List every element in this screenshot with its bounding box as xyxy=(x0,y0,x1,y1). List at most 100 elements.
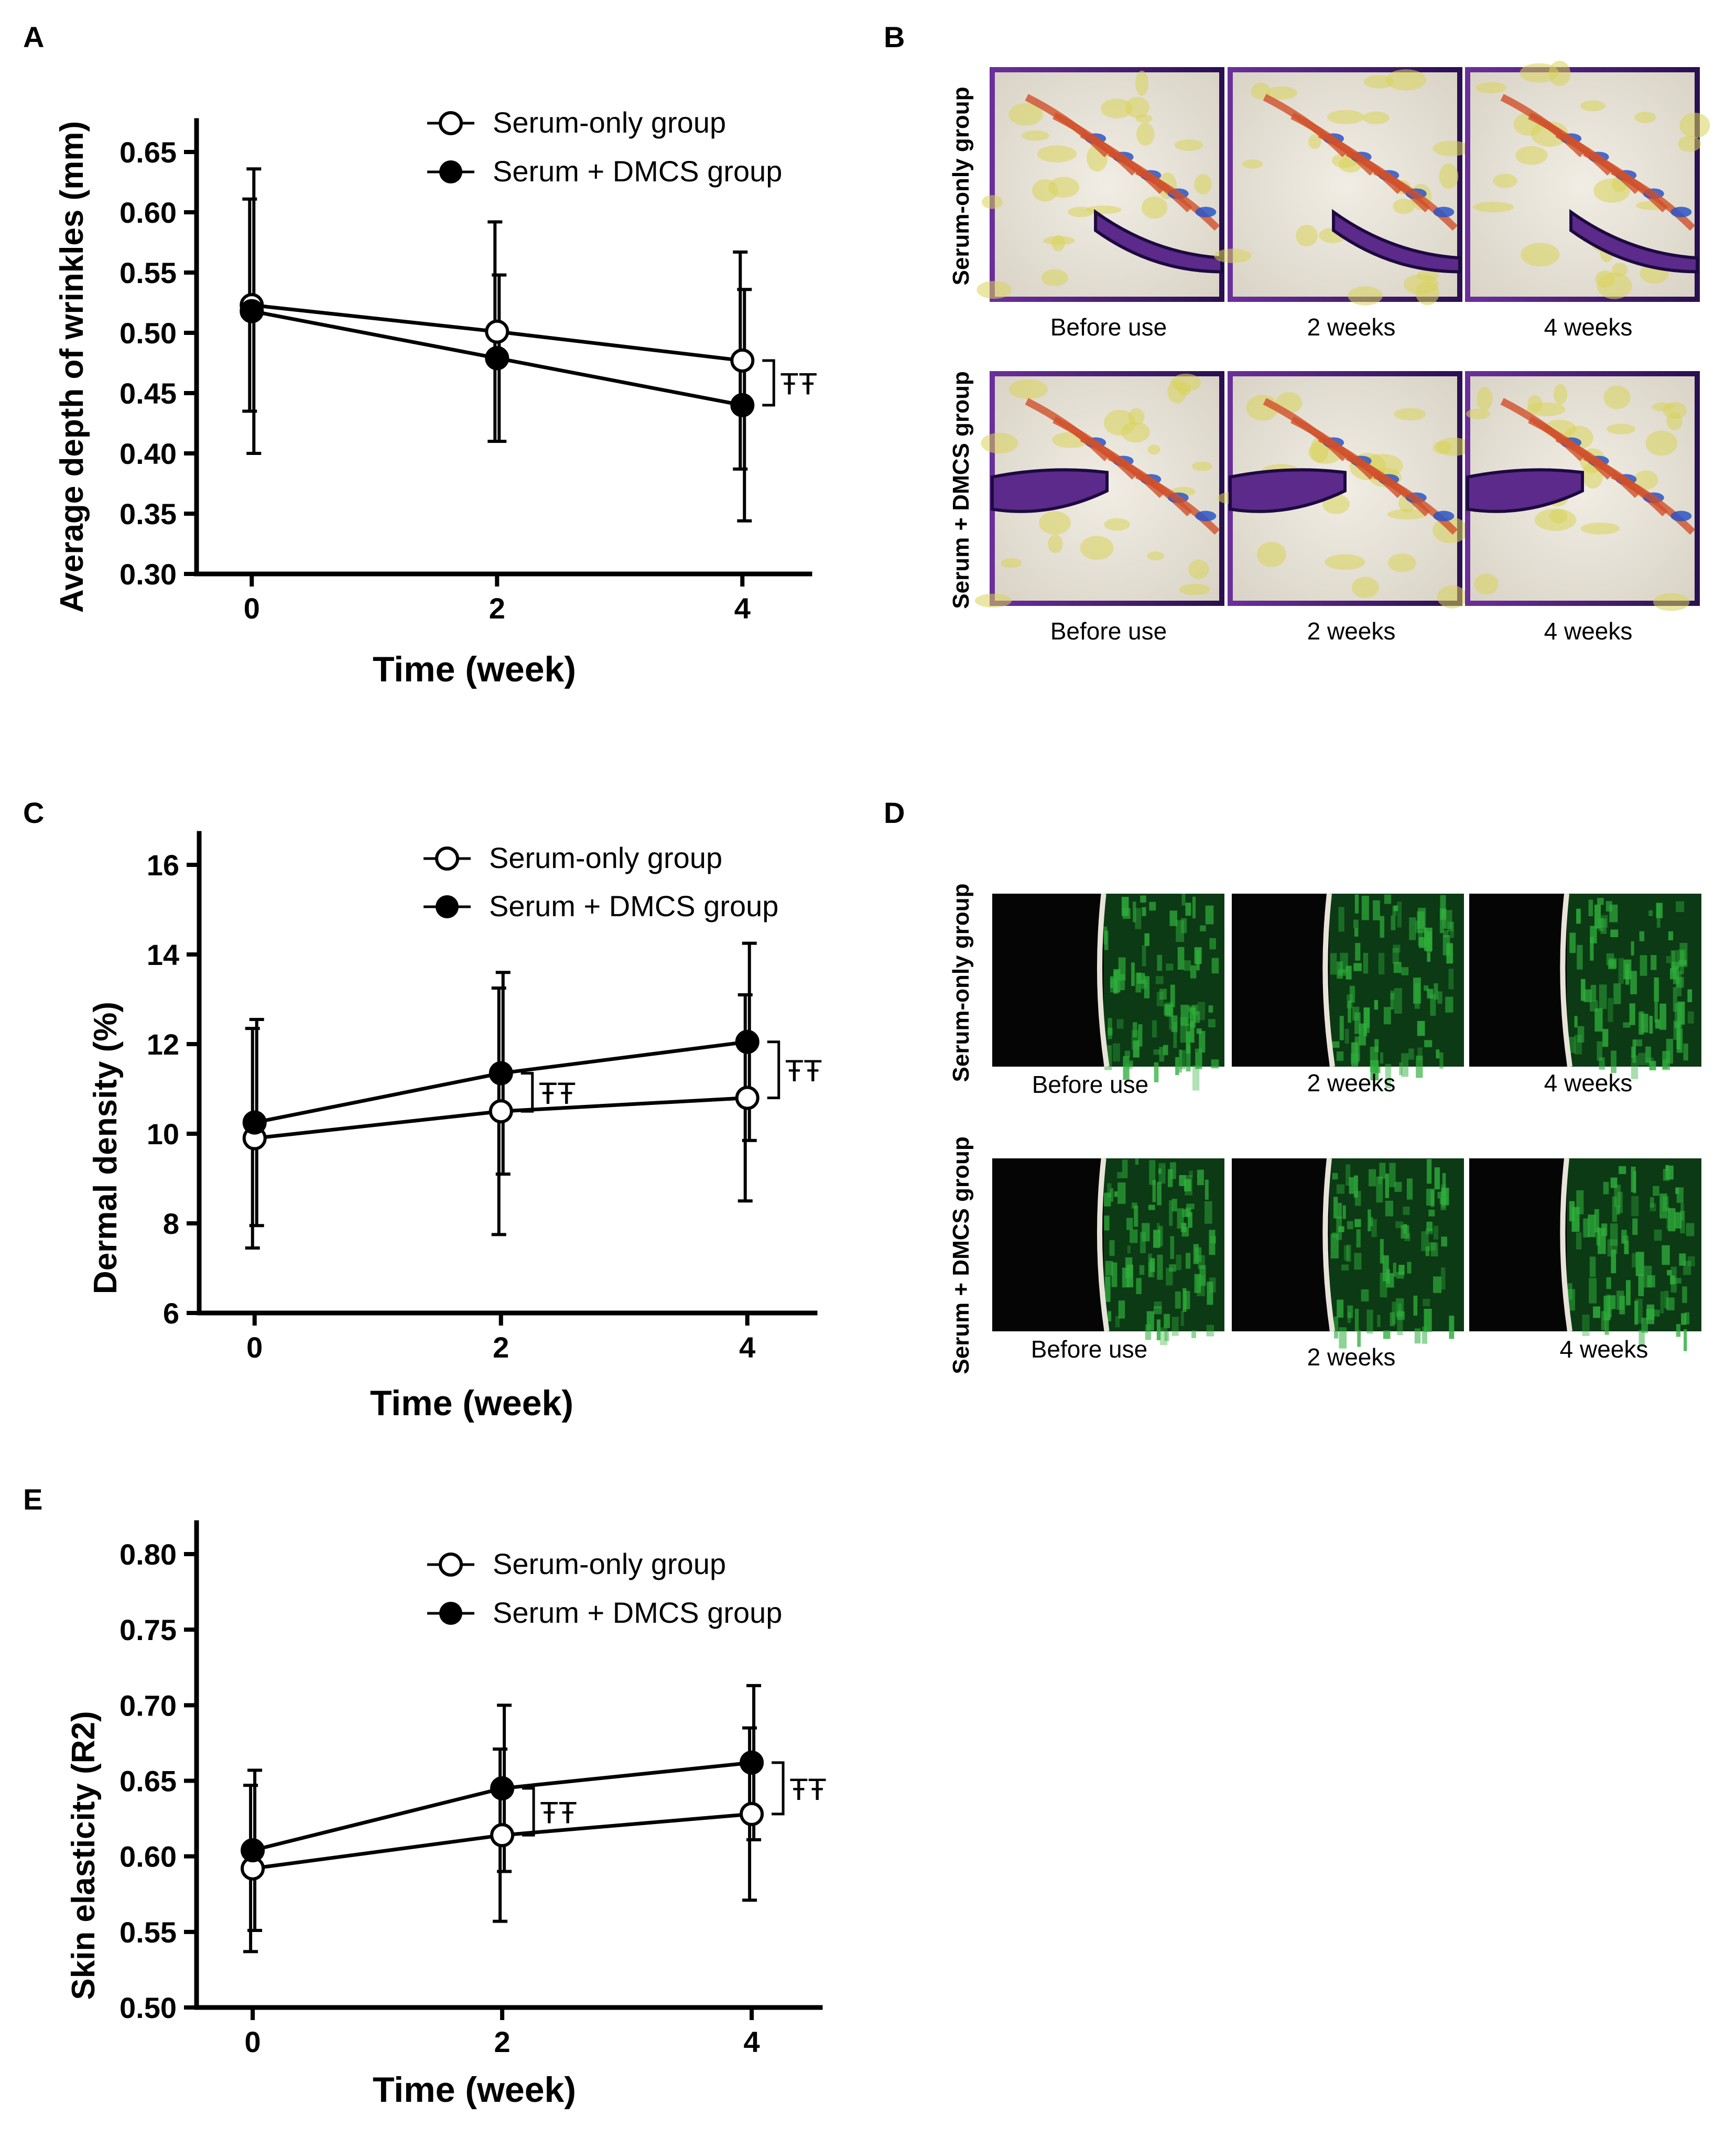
photo-wrinkle xyxy=(1373,167,1458,231)
photo-fiber xyxy=(1443,930,1449,938)
caption-before-use: Before use xyxy=(1050,617,1167,645)
photo-fiber xyxy=(1445,996,1453,1013)
data-point-serum-only xyxy=(730,348,755,373)
photo-fiber xyxy=(1605,1294,1610,1319)
photo-fiber xyxy=(1659,1003,1667,1030)
photo-fiber xyxy=(1356,1229,1361,1248)
photo-fiber xyxy=(1618,958,1624,984)
photo-fiber xyxy=(1666,1297,1675,1310)
photo-blotch xyxy=(1080,536,1114,560)
ultrasound-photo xyxy=(1232,1158,1464,1349)
photo-fiber xyxy=(1663,1059,1668,1069)
data-point-serum-dmcs xyxy=(490,1776,515,1800)
y-tick-label: 14 xyxy=(147,938,179,971)
photo-fiber xyxy=(1107,1183,1112,1198)
y-tick-label: 0.55 xyxy=(120,256,177,289)
photo-fiber xyxy=(1333,1197,1338,1219)
photo-fiber xyxy=(1655,1019,1661,1029)
photo-blotch xyxy=(1191,461,1213,471)
photo-fiber xyxy=(1418,930,1423,946)
photo-fiber xyxy=(1173,1022,1177,1048)
photo-fiber xyxy=(1619,1296,1625,1315)
legend-serum-dmcs-marker xyxy=(439,160,462,183)
photo-fiber xyxy=(1588,899,1593,917)
photo-fiber xyxy=(1200,925,1206,931)
x-tick-label: 0 xyxy=(244,592,260,625)
photo-fiber xyxy=(1339,1016,1344,1040)
legend-serum-dmcs-marker xyxy=(439,1602,462,1625)
y-tick-label: 0.50 xyxy=(120,1991,177,2024)
photo-fiber xyxy=(1176,1254,1182,1271)
photo-blotch xyxy=(1348,286,1383,306)
photo-fiber xyxy=(1385,1174,1390,1198)
photo-fiber xyxy=(1170,1236,1175,1259)
photo-blotch xyxy=(1553,384,1567,405)
photo-fiber xyxy=(1347,1305,1353,1318)
chart-a-legend: Serum-only group Serum + DMCS group xyxy=(427,106,782,188)
photo-fiber xyxy=(1590,937,1594,961)
photo-fiber xyxy=(1108,1311,1111,1322)
data-point-serum-only xyxy=(740,1801,764,1826)
photo-fiber xyxy=(1447,921,1453,932)
photo-fiber xyxy=(1354,1036,1360,1061)
photo-fiber xyxy=(1662,1245,1670,1265)
photo-fiber xyxy=(1164,1331,1169,1341)
photo-fiber xyxy=(1413,1295,1418,1316)
photo-fiber xyxy=(1428,1209,1435,1217)
photo-fiber xyxy=(1440,1267,1446,1290)
y-tick-label: 16 xyxy=(147,849,179,882)
photo-fiber xyxy=(1590,985,1597,1002)
photo-deep-spot xyxy=(1433,207,1455,218)
photo-blotch xyxy=(1385,69,1427,91)
photo-fiber xyxy=(1138,1024,1143,1047)
chart-e-legend: Serum-only group Serum + DMCS group xyxy=(427,1547,782,1629)
photo-fiber xyxy=(1181,1227,1189,1237)
caption-4-weeks: 4 weeks xyxy=(1544,313,1633,341)
wrinkle-photo xyxy=(974,371,1224,608)
photo-fiber xyxy=(1104,1215,1110,1231)
photo-fiber xyxy=(1191,1004,1198,1015)
y-tick-label: 10 xyxy=(147,1117,179,1151)
y-tick-label: 0.60 xyxy=(120,1840,177,1873)
photo-fiber xyxy=(1167,1169,1173,1187)
photo-fiber xyxy=(1140,1232,1146,1253)
photo-fiber xyxy=(1626,1280,1631,1306)
photo-blotch xyxy=(1477,387,1493,410)
ultrasound-photo xyxy=(992,893,1224,1091)
photo-fiber xyxy=(1394,1181,1402,1192)
photo-fiber xyxy=(1209,938,1216,950)
photo-fiber xyxy=(1682,1286,1687,1303)
photo-fiber xyxy=(1434,983,1438,1000)
panel-letter-e: E xyxy=(23,1483,42,1516)
photo-blotch xyxy=(1475,82,1507,93)
photo-fiber xyxy=(1433,1276,1441,1293)
photo-fiber xyxy=(1377,1315,1381,1327)
photo-fiber xyxy=(1353,963,1362,971)
photo-fiber xyxy=(1449,1316,1455,1339)
photo-crease xyxy=(1466,468,1584,513)
y-tick-label: 12 xyxy=(147,1028,179,1061)
y-tick-label: 8 xyxy=(163,1207,179,1240)
x-tick-label: 2 xyxy=(489,592,505,625)
photo-blotch xyxy=(1679,112,1710,138)
photo-blotch xyxy=(1008,103,1043,126)
photo-fiber xyxy=(1393,945,1401,953)
photo-fiber xyxy=(1687,1256,1695,1266)
photo-fiber xyxy=(1118,1300,1125,1319)
photo-fiber xyxy=(1634,1039,1643,1047)
photo-fiber xyxy=(1113,971,1119,994)
significance-label: ŦŦ xyxy=(540,1796,577,1830)
photo-crease xyxy=(991,468,1109,513)
photo-fiber xyxy=(1576,1232,1582,1250)
photo-fiber xyxy=(1140,895,1146,903)
photo-fiber xyxy=(1157,1254,1163,1280)
photo-fiber xyxy=(1687,1011,1694,1024)
photo-fiber xyxy=(1610,929,1619,938)
caption-2-weeks: 2 weeks xyxy=(1307,1069,1396,1097)
photo-fiber xyxy=(1194,1011,1200,1023)
photo-fiber xyxy=(1403,1206,1410,1215)
photo-blotch xyxy=(1037,145,1077,162)
photo-fiber xyxy=(1577,945,1583,970)
photo-fiber xyxy=(1639,1012,1644,1035)
